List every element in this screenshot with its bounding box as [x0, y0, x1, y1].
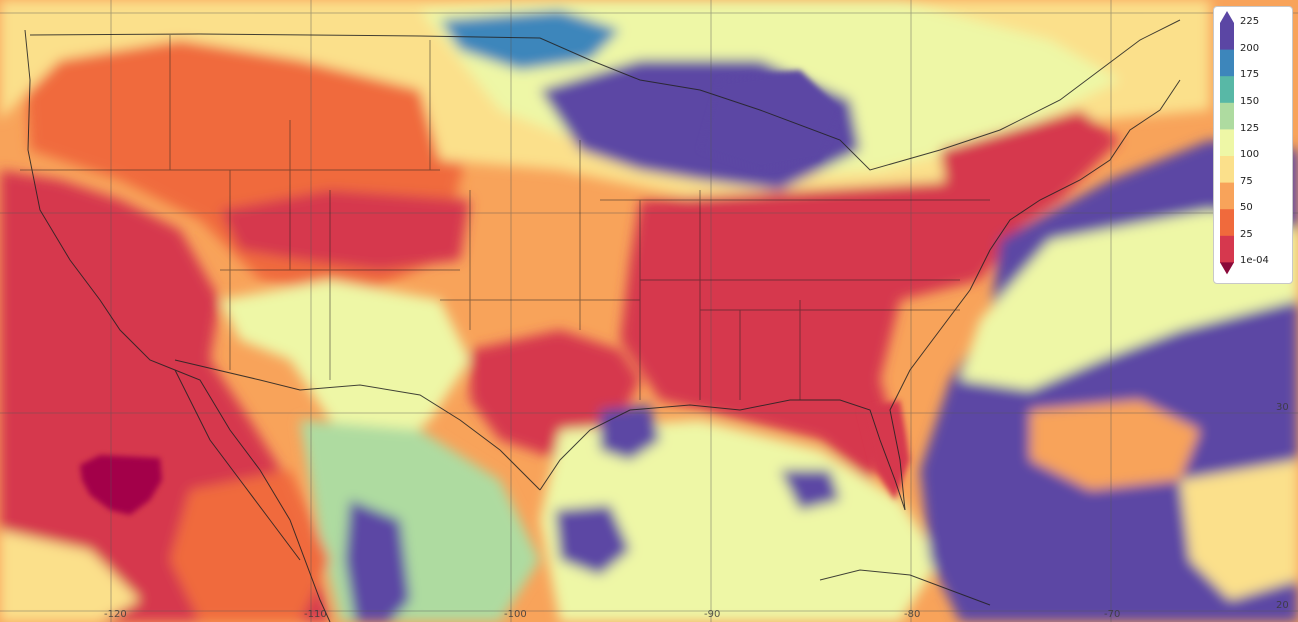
colorbar-legend: 225 200 175 150 125 100 75 50 25 1e-04	[1213, 6, 1293, 284]
northeast-dry-region	[940, 110, 1120, 240]
lon-label-110: -110	[304, 609, 327, 620]
legend-tick-75: 75	[1240, 176, 1253, 187]
state-lines	[20, 35, 990, 400]
legend-tick-25: 25	[1240, 229, 1253, 240]
colorbar-segment	[1220, 23, 1234, 51]
lon-label-80: -80	[904, 609, 921, 620]
pacific-orange-band	[170, 470, 330, 622]
colorbar-segment	[1220, 156, 1234, 184]
cuba-outline	[819, 569, 991, 606]
colorbar-segment	[1220, 235, 1234, 263]
legend-tick-175: 175	[1240, 69, 1260, 80]
colorbar-segment	[1220, 182, 1234, 210]
atlantic-yellow-cell	[1180, 460, 1298, 600]
mexico-wet-band	[345, 500, 410, 622]
lake-michigan-wet	[700, 70, 840, 170]
lon-label-90: -90	[704, 609, 721, 620]
legend-tick-100: 100	[1240, 149, 1260, 160]
florida-dry	[860, 400, 910, 500]
legend-tick-150: 150	[1240, 96, 1260, 107]
lat-label-20: 20	[1276, 600, 1289, 611]
colorbar-segment	[1220, 129, 1234, 157]
us-mexico-border	[174, 359, 541, 491]
baja-coastline	[174, 369, 301, 561]
gulf-mixed-region	[540, 420, 940, 622]
yucatan-wet-cell	[555, 505, 630, 575]
colorbar-segment	[1220, 49, 1234, 77]
colorbar	[1220, 11, 1234, 275]
colorbar-segment	[1220, 102, 1234, 130]
southwest-moist-region	[220, 280, 470, 460]
legend-tick-225: 225	[1240, 16, 1260, 27]
colorbar-arrow-top	[1220, 11, 1234, 23]
northern-plains-blue	[440, 10, 620, 70]
lon-label-120: -120	[104, 609, 127, 620]
legend-tick-200: 200	[1240, 43, 1260, 54]
legend-tick-50: 50	[1240, 202, 1253, 213]
legend-tick-125: 125	[1240, 123, 1260, 134]
atlantic-orange-cell	[1030, 400, 1200, 490]
caribbean-wet-cell	[780, 470, 840, 510]
gulf-coastline	[539, 399, 906, 511]
atlantic-coastline	[889, 79, 1181, 511]
pacific-yellow-wisp	[0, 530, 140, 622]
baja-very-dry-cell	[80, 455, 162, 515]
colorbar-segment	[1220, 76, 1234, 104]
gulf-wet-cell	[600, 405, 660, 460]
lon-label-100: -100	[504, 609, 527, 620]
colorbar-segment	[1220, 209, 1234, 237]
lon-label-70: -70	[1104, 609, 1121, 620]
lat-label-30: 30	[1276, 402, 1289, 413]
west-red-patches	[220, 190, 470, 270]
legend-tick-min: 1e-04	[1240, 255, 1269, 266]
colorbar-arrow-bottom	[1220, 262, 1234, 275]
us-canada-border	[29, 19, 1181, 171]
borders	[20, 19, 1181, 622]
precip-detail	[80, 70, 910, 515]
central-dry-region	[620, 180, 1020, 480]
